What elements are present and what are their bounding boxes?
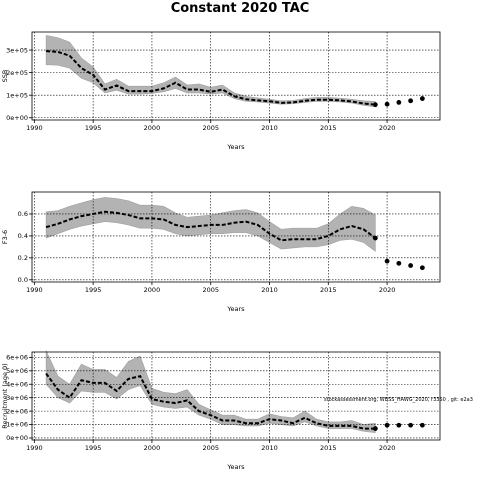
recruitment-y-tick-label: 2e+06 — [6, 407, 28, 415]
recruitment-y-tick-label: 4e+06 — [6, 380, 28, 388]
recruitment-estimate-line — [45, 372, 376, 430]
fbar-x-tick-label: 1995 — [85, 286, 102, 294]
ssb-forecast-point — [408, 98, 414, 104]
recruitment-x-tick-label: 1995 — [85, 444, 102, 452]
recruitment-x-axis-label: Years — [226, 463, 245, 471]
recruitment-x-tick-label: 1990 — [26, 444, 43, 452]
fbar-x-tick-label: 2020 — [379, 286, 396, 294]
fbar-panel: 1990 1995 2000 2005 2010 2015 2020 0.0 0.2 0.4 0.6… — [1, 191, 441, 313]
recruitment-x-tick-label: 2000 — [144, 444, 161, 452]
fbar-forecast-point — [419, 265, 425, 271]
ssb-forecast-point — [384, 101, 390, 107]
ssb-y-tick-label: 1e+05 — [6, 91, 28, 99]
ssb-x-tick-label: 2010 — [261, 124, 278, 132]
recruitment-y-tick-label: 3e+06 — [6, 394, 28, 402]
fbar-forecast-point — [384, 258, 390, 264]
ssb-y-tick-label: 0e+00 — [6, 114, 28, 122]
recruitment-x-tick-label: 2020 — [379, 444, 396, 452]
fbar-y-tick-label: 0.2 — [18, 254, 28, 262]
ssb-estimate-line — [46, 50, 376, 106]
assessment-note: stockassessment.org, WBSS_HAWG_2020, r33… — [324, 397, 473, 403]
recruitment-x-tick-label: 2010 — [261, 444, 278, 452]
fbar-y-axis-label: F3-6 — [1, 230, 9, 244]
recruitment-y-tick-label: 1e+06 — [6, 421, 28, 429]
recruitment-forecast-point — [372, 426, 378, 431]
fbar-x-tick-label: 2015 — [320, 286, 337, 294]
fbar-x-tick-label: 2010 — [261, 286, 278, 294]
recruitment-y-axis-label: Recruitment (age 0) — [1, 363, 9, 428]
ssb-x-tick-label: 2005 — [202, 124, 219, 132]
ssb-forecast-point — [419, 96, 425, 101]
ssb-x-tick-label: 2000 — [144, 124, 161, 132]
ssb-x-tick-label: 1995 — [85, 124, 102, 132]
recruitment-y-tick-label: 0e+00 — [6, 434, 28, 442]
fbar-forecast-point — [372, 235, 378, 241]
fbar-x-axis-label: Years — [226, 305, 245, 313]
ssb-y-tick-label: 3e+05 — [6, 46, 28, 54]
recruitment-forecast-point — [408, 422, 414, 428]
fbar-y-tick-label: 0.4 — [18, 232, 28, 240]
ssb-axes-frame — [31, 31, 441, 121]
ssb-y-axis-label: SSB — [1, 70, 9, 83]
fbar-forecast-point — [408, 263, 414, 268]
fbar-estimate-line — [45, 210, 376, 242]
recruitment-forecast-point — [396, 422, 402, 428]
fbar-x-tick-label: 2005 — [202, 286, 219, 294]
recruitment-forecast-point — [419, 422, 425, 428]
recruitment-y-tick-label: 6e+06 — [6, 354, 28, 362]
ssb-x-tick-label: 2020 — [379, 124, 396, 132]
ssb-x-axis-label: Years — [226, 143, 245, 151]
ssb-x-tick-label: 2015 — [320, 124, 337, 132]
recruitment-y-tick-label: 5e+06 — [6, 367, 28, 375]
figure-title: Constant 2020 TAC — [171, 1, 310, 16]
fbar-y-tick-label: 0.6 — [18, 210, 28, 218]
ssb-y-tick-label: 2e+05 — [6, 69, 28, 77]
recruitment-forecast-point — [384, 422, 390, 428]
recruitment-panel: 1990 1995 2000 2005 2010 2015 2020 0e+00 1e+06 2e… — [1, 350, 473, 471]
fbar-axes-frame — [31, 191, 441, 283]
fbar-forecast-point — [396, 260, 402, 266]
recruitment-x-tick-label: 2015 — [320, 444, 337, 452]
recruitment-confidence-band — [45, 350, 376, 433]
ssb-panel: 1990 1995 2000 2005 2010 2015 2020 0e+00 1e+05 2e… — [1, 31, 441, 151]
recruitment-x-tick-label: 2005 — [202, 444, 219, 452]
ssb-x-tick-label: 1990 — [26, 124, 43, 132]
ssb-forecast-point — [372, 102, 378, 108]
recruitment-axes-frame — [31, 351, 441, 441]
fbar-y-tick-label: 0.0 — [18, 276, 28, 284]
fbar-x-tick-label: 2000 — [144, 286, 161, 294]
ssb-forecast-point — [396, 100, 402, 105]
fbar-x-tick-label: 1990 — [26, 286, 43, 294]
